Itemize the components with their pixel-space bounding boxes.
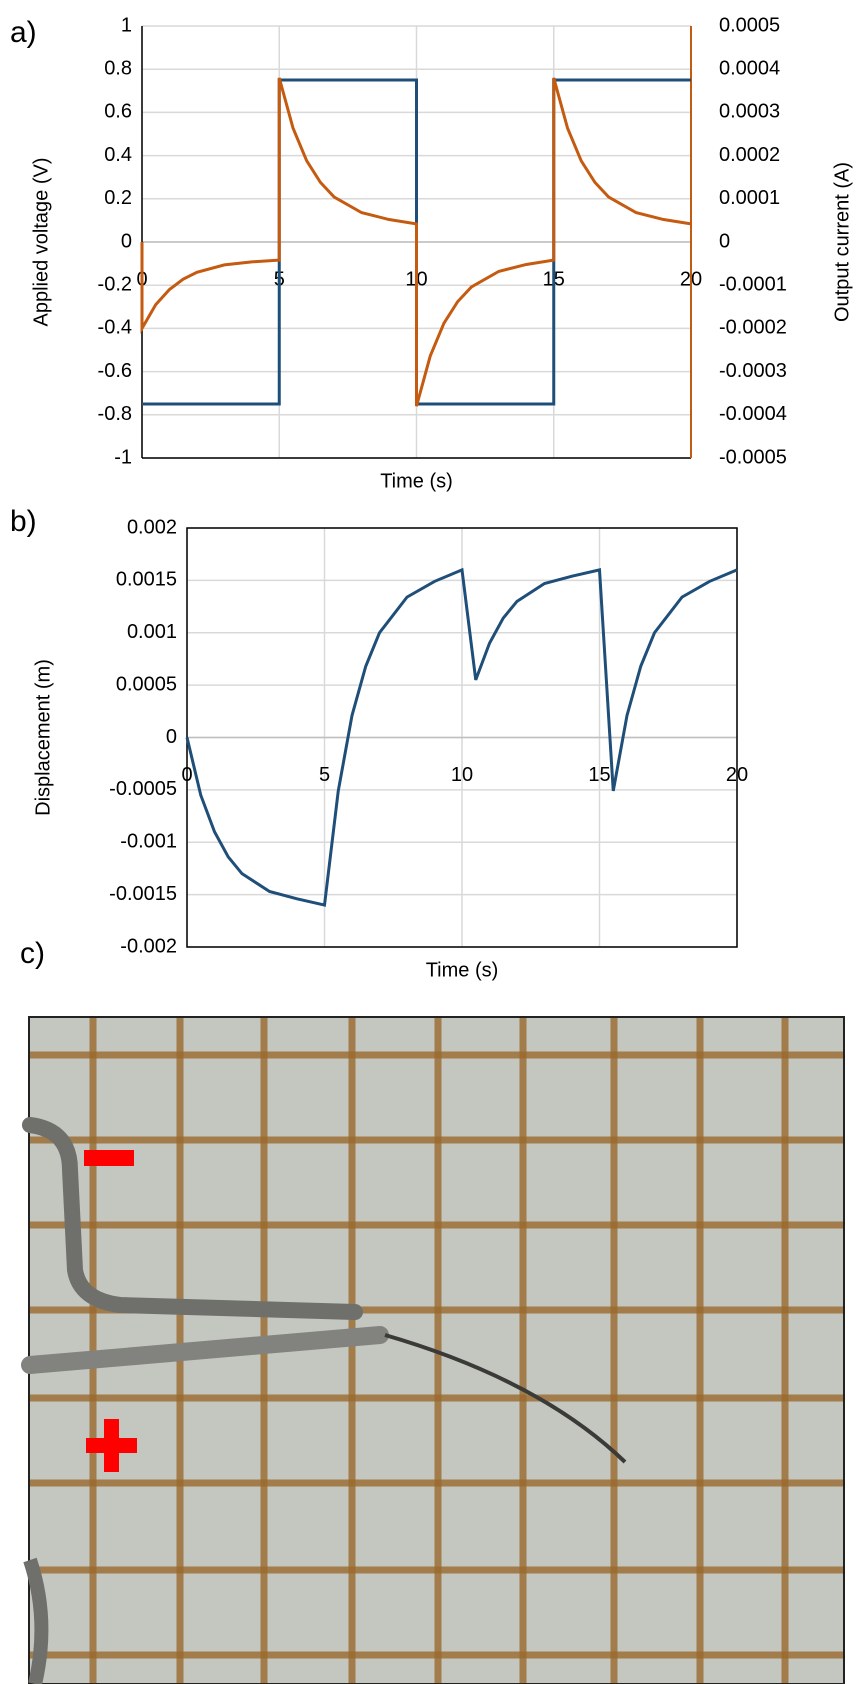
panel-label: a) — [10, 16, 37, 49]
y2-tick-label: -0.0005 — [719, 446, 787, 468]
y2-tick-label: 0 — [719, 230, 730, 252]
y2-tick-label: -0.0003 — [719, 360, 787, 382]
y2-tick-label: 0.0004 — [719, 57, 780, 79]
photo — [21, 1016, 845, 1684]
y-tick-label: 1 — [121, 14, 132, 36]
y-tick-label: 0.8 — [104, 57, 132, 79]
y-tick-label: 0.2 — [104, 187, 132, 209]
x-axis-label: Time (s) — [380, 470, 453, 492]
y-tick-label: 0.0005 — [116, 673, 177, 695]
actuator — [384, 1333, 627, 1464]
plus-sign — [104, 1419, 119, 1472]
y2-tick-label: 0.0005 — [719, 14, 780, 36]
x-tick-label: 5 — [319, 764, 330, 786]
wire — [22, 1117, 363, 1320]
minus-sign — [84, 1150, 134, 1166]
panel-label: b) — [10, 505, 37, 538]
x-tick-label: 15 — [588, 764, 610, 786]
y2-tick-label: 0.0001 — [719, 187, 780, 209]
y-tick-label: 0 — [166, 726, 177, 748]
y-tick-label: 0.002 — [127, 516, 177, 538]
y-axis-label: Applied voltage (V) — [30, 158, 52, 327]
y-tick-label: -0.2 — [98, 273, 132, 295]
y-tick-label: 0.4 — [104, 144, 132, 166]
wire — [21, 1326, 389, 1374]
y-tick-label: -0.002 — [120, 935, 177, 957]
y-tick-label: -0.0015 — [109, 883, 177, 905]
y-tick-label: -0.4 — [98, 317, 132, 339]
x-axis-label: Time (s) — [426, 959, 499, 981]
y-tick-label: -0.0005 — [109, 778, 177, 800]
y2-axis-label: Output current (A) — [831, 162, 853, 322]
y2-tick-label: -0.0004 — [719, 403, 787, 425]
y-axis-label: Displacement (m) — [32, 659, 54, 816]
y-tick-label: 0.6 — [104, 101, 132, 123]
y-tick-label: -1 — [114, 446, 132, 468]
data-line — [185, 567, 738, 907]
y-tick-label: 0.0015 — [116, 569, 177, 591]
y2-tick-label: 0.0002 — [719, 144, 780, 166]
y-tick-label: -0.6 — [98, 360, 132, 382]
y-tick-label: 0 — [121, 230, 132, 252]
y2-tick-label: -0.0002 — [719, 317, 787, 339]
y-tick-label: -0.8 — [98, 403, 132, 425]
y2-tick-label: 0.0003 — [719, 101, 780, 123]
y2-tick-label: -0.0001 — [719, 273, 787, 295]
y-tick-label: -0.001 — [120, 831, 177, 853]
panel-label: c) — [20, 937, 45, 970]
wire — [23, 1557, 49, 1684]
x-tick-label: 10 — [451, 764, 473, 786]
y-tick-label: 0.001 — [127, 621, 177, 643]
data-line — [140, 77, 692, 407]
